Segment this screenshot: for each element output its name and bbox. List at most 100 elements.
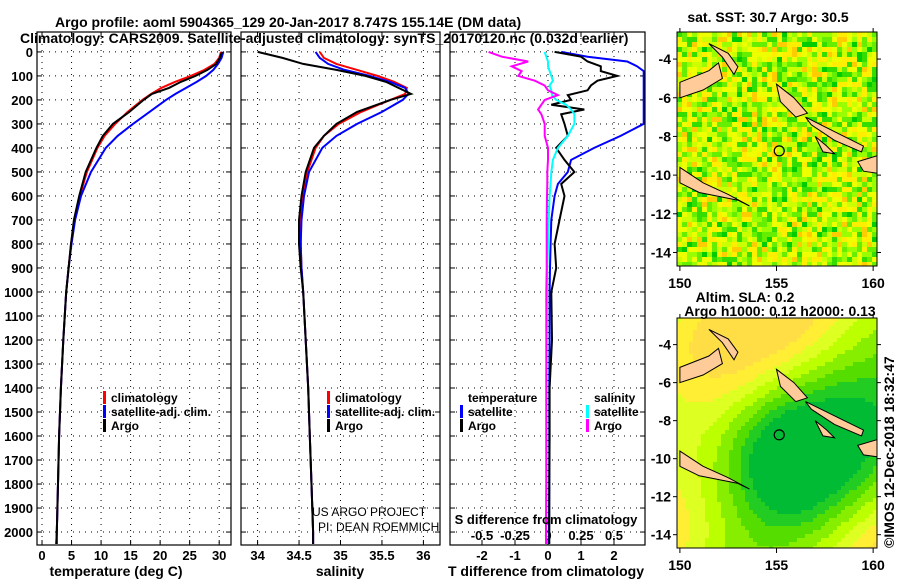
map-cell	[702, 152, 707, 157]
map-cell	[761, 414, 765, 418]
map-cell	[697, 57, 702, 62]
map-cell	[862, 77, 867, 82]
map-cell	[869, 510, 873, 514]
map-cell	[842, 157, 847, 162]
map-cell	[705, 430, 709, 434]
map-cell	[709, 390, 713, 394]
map-cell	[827, 52, 832, 57]
map-cell	[682, 257, 687, 262]
map-cell	[757, 342, 761, 346]
map-cell	[773, 434, 777, 438]
map-cell	[873, 490, 877, 494]
map-cell	[717, 502, 721, 506]
map-cell	[773, 458, 777, 462]
map-cell	[852, 242, 857, 247]
map-cell	[762, 82, 767, 87]
map-cell	[707, 92, 712, 97]
map-cell	[677, 350, 681, 354]
map-cell	[769, 354, 773, 358]
map-cell	[787, 167, 792, 172]
map-cell	[792, 217, 797, 222]
map-cell	[817, 197, 822, 202]
map-cell	[797, 117, 802, 122]
map-cell	[847, 217, 852, 222]
map-cell	[802, 252, 807, 257]
map-cell	[689, 338, 693, 342]
map-cell	[787, 32, 792, 37]
map-cell	[821, 526, 825, 530]
map-cell	[725, 506, 729, 510]
map-cell	[853, 326, 857, 330]
map-cell	[807, 217, 812, 222]
map-cell	[817, 514, 821, 518]
map-cell	[865, 494, 869, 498]
map-cell	[721, 466, 725, 470]
map-cell	[777, 42, 782, 47]
map-cell	[733, 510, 737, 514]
map-cell	[837, 262, 842, 266]
map-cell	[781, 362, 785, 366]
map-cell	[809, 330, 813, 334]
map-cell	[762, 32, 767, 37]
map-cell	[867, 187, 872, 192]
map-cell	[741, 398, 745, 402]
map-cell	[841, 522, 845, 526]
map-cell	[722, 87, 727, 92]
map-cell	[729, 426, 733, 430]
map-cell	[681, 434, 685, 438]
map-cell	[747, 152, 752, 157]
map-cell	[701, 522, 705, 526]
map-cell	[787, 122, 792, 127]
map-cell	[792, 177, 797, 182]
map-cell	[722, 157, 727, 162]
map-cell	[802, 162, 807, 167]
map-cell	[792, 152, 797, 157]
map-cell	[709, 410, 713, 414]
map-cell	[741, 402, 745, 406]
map-cell	[742, 247, 747, 252]
map-cell	[729, 422, 733, 426]
map-cell	[853, 342, 857, 346]
map-cell	[849, 450, 853, 454]
map-cell	[705, 490, 709, 494]
map-cell	[809, 338, 813, 342]
map-cell	[733, 478, 737, 482]
map-cell	[697, 197, 702, 202]
map-cell	[865, 386, 869, 390]
map-cell	[789, 338, 793, 342]
map-cell	[833, 458, 837, 462]
map-cell	[789, 406, 793, 410]
map-cell	[753, 354, 757, 358]
map-cell	[729, 502, 733, 506]
map-cell	[773, 478, 777, 482]
map-cell	[742, 227, 747, 232]
map-cell	[681, 354, 685, 358]
map-cell	[769, 318, 773, 322]
map-cell	[857, 122, 862, 127]
map-cell	[862, 137, 867, 142]
map-cell	[872, 192, 877, 197]
map-cell	[841, 394, 845, 398]
map-cell	[789, 510, 793, 514]
map-cell	[767, 192, 772, 197]
map-cell	[697, 326, 701, 330]
map-cell	[692, 32, 697, 37]
map-cell	[822, 42, 827, 47]
map-cell	[853, 354, 857, 358]
map-cell	[697, 506, 701, 510]
map-cell	[841, 406, 845, 410]
map-cell	[717, 534, 721, 538]
map-cell	[812, 147, 817, 152]
map-cell	[687, 57, 692, 62]
map-cell	[757, 450, 761, 454]
map-cell	[692, 137, 697, 142]
map-cell	[849, 498, 853, 502]
map-cell	[693, 450, 697, 454]
map-cell	[701, 446, 705, 450]
map-cell	[862, 232, 867, 237]
map-cell	[852, 152, 857, 157]
map-cell	[765, 346, 769, 350]
map-cell	[765, 394, 769, 398]
map-cell	[853, 318, 857, 322]
map-cell	[807, 132, 812, 137]
